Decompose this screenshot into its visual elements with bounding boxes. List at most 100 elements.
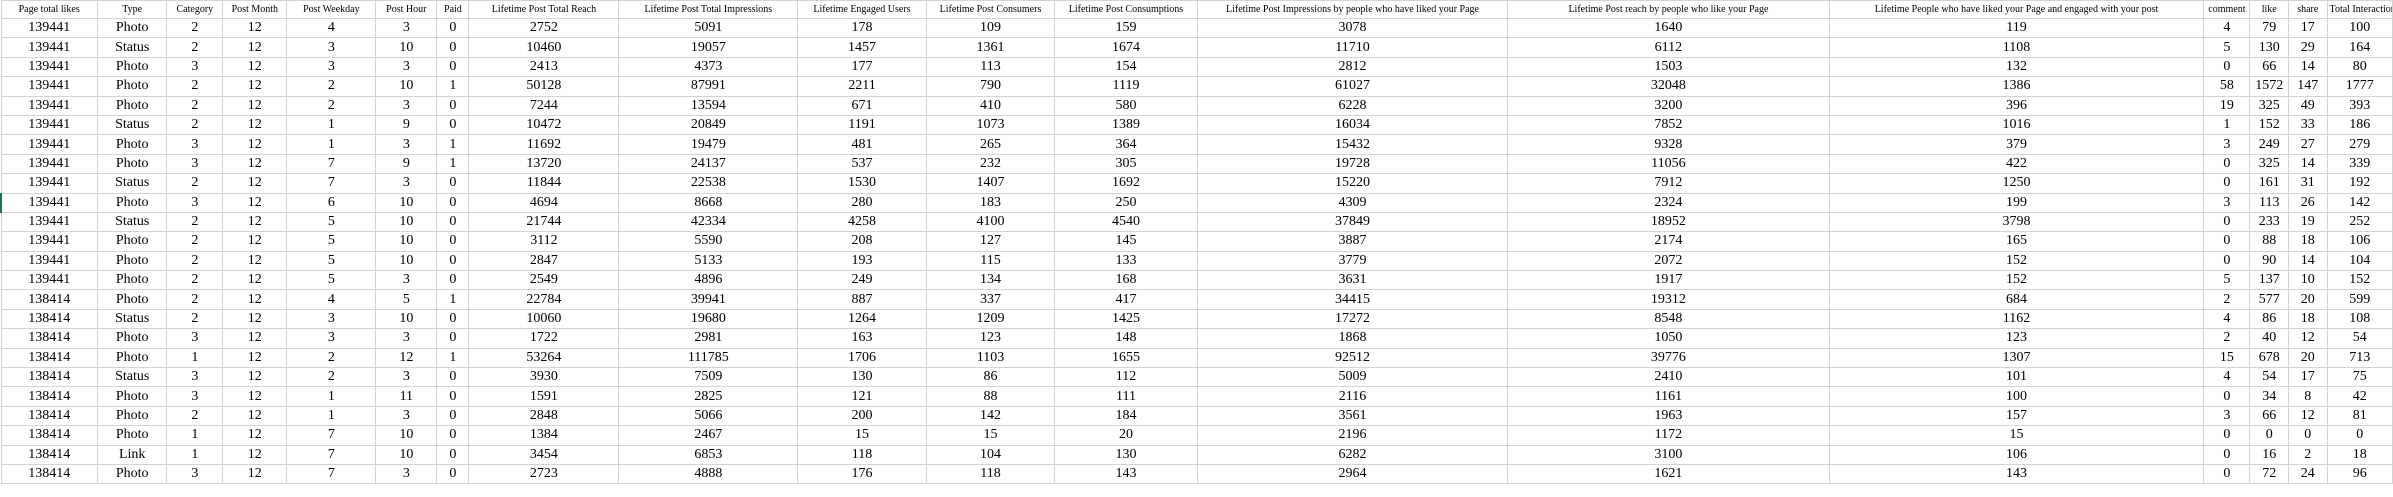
table-cell[interactable]: 1 <box>436 153 470 175</box>
table-cell[interactable]: 2413 <box>468 56 620 78</box>
table-cell[interactable]: 3200 <box>1507 95 1830 116</box>
table-cell[interactable]: 20 <box>2287 347 2328 369</box>
table-cell[interactable]: 0 <box>2203 386 2251 407</box>
table-cell[interactable]: 183 <box>925 192 1056 213</box>
table-cell[interactable]: 13594 <box>618 95 799 116</box>
table-cell[interactable]: 39941 <box>618 289 799 310</box>
table-cell[interactable]: 115 <box>925 250 1056 272</box>
table-cell[interactable]: 1073 <box>925 114 1056 136</box>
table-cell[interactable]: 1386 <box>1828 76 2205 97</box>
table-cell[interactable]: 1389 <box>1054 114 1198 136</box>
table-cell[interactable]: 152 <box>1828 250 2205 272</box>
table-cell[interactable]: 139441 <box>0 134 98 155</box>
table-cell[interactable]: 20 <box>1054 425 1198 446</box>
table-cell[interactable]: 410 <box>925 95 1056 116</box>
table-cell[interactable]: 2 <box>166 308 224 330</box>
table-cell[interactable]: 12 <box>222 153 288 175</box>
table-cell[interactable]: 7852 <box>1507 114 1830 136</box>
table-cell[interactable]: 100 <box>1828 386 2205 407</box>
table-cell[interactable]: 118 <box>925 463 1056 485</box>
table-cell[interactable]: 14 <box>2287 153 2328 175</box>
table-cell[interactable]: 2 <box>166 17 224 39</box>
table-cell[interactable]: 3 <box>375 270 438 291</box>
table-cell[interactable]: 1103 <box>925 347 1056 369</box>
table-cell[interactable]: 139441 <box>0 114 98 136</box>
table-cell[interactable]: 2116 <box>1196 386 1509 407</box>
table-row[interactable]: 139441 Status 2 12 5 10 0 21744 42334 4258 4100 454… <box>0 211 2393 233</box>
table-cell[interactable]: 3 <box>166 386 224 407</box>
table-cell[interactable]: 481 <box>797 134 927 155</box>
table-cell[interactable]: 42 <box>2326 386 2393 407</box>
table-cell[interactable]: 139441 <box>0 76 98 97</box>
table-cell[interactable]: 168 <box>1054 270 1198 291</box>
table-cell[interactable]: 53264 <box>468 347 620 369</box>
table-cell[interactable]: 0 <box>436 211 470 233</box>
table-cell[interactable]: 2 <box>2203 328 2251 349</box>
table-cell[interactable]: 90 <box>2249 250 2289 272</box>
table-cell[interactable]: 108 <box>2326 308 2393 330</box>
table-cell[interactable]: 11 <box>375 386 438 407</box>
table-cell[interactable]: Status <box>96 308 168 330</box>
table-cell[interactable]: 92512 <box>1196 347 1509 369</box>
table-cell[interactable]: 139441 <box>0 173 98 194</box>
table-cell[interactable]: 178 <box>797 17 927 39</box>
table-cell[interactable]: 50128 <box>468 76 620 97</box>
column-header[interactable]: Lifetime Post Consumptions <box>1054 0 1198 19</box>
table-cell[interactable]: 2196 <box>1196 425 1509 446</box>
table-cell[interactable]: 10 <box>2287 270 2328 291</box>
table-cell[interactable]: 393 <box>2326 95 2393 116</box>
table-cell[interactable]: 2964 <box>1196 463 1509 485</box>
table-cell[interactable]: 0 <box>436 308 470 330</box>
table-cell[interactable]: 2549 <box>468 270 620 291</box>
table-cell[interactable]: 15 <box>2203 347 2251 369</box>
table-cell[interactable]: 11844 <box>468 173 620 194</box>
table-cell[interactable]: 1 <box>286 114 377 136</box>
table-cell[interactable]: 0 <box>2203 153 2251 175</box>
table-cell[interactable]: 0 <box>436 17 470 39</box>
table-cell[interactable]: 165 <box>1828 231 2205 252</box>
table-cell[interactable]: 2812 <box>1196 56 1509 78</box>
table-cell[interactable]: 0 <box>2203 211 2251 233</box>
table-cell[interactable]: 193 <box>797 250 927 272</box>
table-cell[interactable]: 40 <box>2249 328 2289 349</box>
table-cell[interactable]: 3100 <box>1507 444 1830 465</box>
table-cell[interactable]: 12 <box>222 386 288 407</box>
table-cell[interactable]: 2410 <box>1507 367 1830 388</box>
table-cell[interactable]: 139441 <box>0 37 98 58</box>
table-cell[interactable]: Photo <box>96 192 168 213</box>
table-cell[interactable]: 143 <box>1054 463 1198 485</box>
table-row[interactable]: 138414 Link 1 12 7 10 0 3454 6853 118 104 130 6282 31… <box>0 444 2393 465</box>
table-cell[interactable]: 12 <box>2287 405 2328 427</box>
table-cell[interactable]: 1162 <box>1828 308 2205 330</box>
table-cell[interactable]: 252 <box>2326 211 2393 233</box>
table-cell[interactable]: 7912 <box>1507 173 1830 194</box>
table-cell[interactable]: 75 <box>2326 367 2393 388</box>
table-cell[interactable]: 2 <box>166 173 224 194</box>
table-cell[interactable]: 49 <box>2287 95 2328 116</box>
table-cell[interactable]: 139441 <box>0 270 98 291</box>
table-cell[interactable]: 200 <box>797 405 927 427</box>
table-cell[interactable]: 12 <box>222 289 288 310</box>
table-cell[interactable]: 2825 <box>618 386 799 407</box>
table-cell[interactable]: 0 <box>436 95 470 116</box>
table-cell[interactable]: 2 <box>166 76 224 97</box>
table-cell[interactable]: 138414 <box>0 347 98 369</box>
table-row[interactable]: 138414 Photo 2 12 4 5 1 22784 39941 887 337 417 3441… <box>0 289 2393 310</box>
column-header[interactable]: Category <box>166 0 224 19</box>
table-cell[interactable]: 3 <box>286 37 377 58</box>
table-cell[interactable]: 580 <box>1054 95 1198 116</box>
table-cell[interactable]: 1 <box>436 76 470 97</box>
table-cell[interactable]: 12 <box>222 17 288 39</box>
table-cell[interactable]: 1692 <box>1054 173 1198 194</box>
table-cell[interactable]: 19312 <box>1507 289 1830 310</box>
table-cell[interactable]: 1621 <box>1507 463 1830 485</box>
table-cell[interactable]: 671 <box>797 95 927 116</box>
table-cell[interactable]: 15220 <box>1196 173 1509 194</box>
table-cell[interactable]: 4258 <box>797 211 927 233</box>
table-cell[interactable]: 2 <box>166 231 224 252</box>
table-cell[interactable]: 1264 <box>797 308 927 330</box>
table-cell[interactable]: 3 <box>166 328 224 349</box>
table-cell[interactable]: 12 <box>222 211 288 233</box>
table-cell[interactable]: 12 <box>222 173 288 194</box>
table-cell[interactable]: 1 <box>166 444 224 465</box>
